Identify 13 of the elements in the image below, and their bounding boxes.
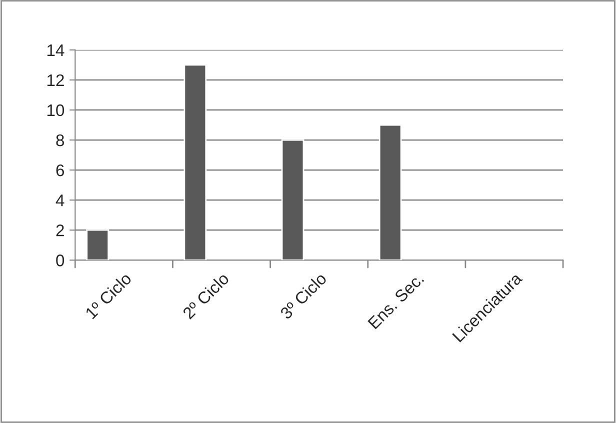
y-tick-label: 6: [56, 164, 64, 176]
y-tick-label: 2: [56, 224, 64, 236]
y-tick-label: 14: [47, 44, 64, 56]
y-tick-label: 4: [56, 194, 64, 206]
bar: [281, 139, 304, 260]
bar: [184, 64, 207, 260]
y-tick-label: 8: [56, 134, 64, 146]
y-tick-label: 10: [47, 104, 64, 116]
x-tick-label: Ens. Sec.: [368, 272, 424, 330]
bar: [86, 229, 110, 260]
y-tick-label: 12: [47, 74, 64, 86]
bar: [378, 124, 402, 260]
y-tick-label: 0: [56, 254, 64, 266]
